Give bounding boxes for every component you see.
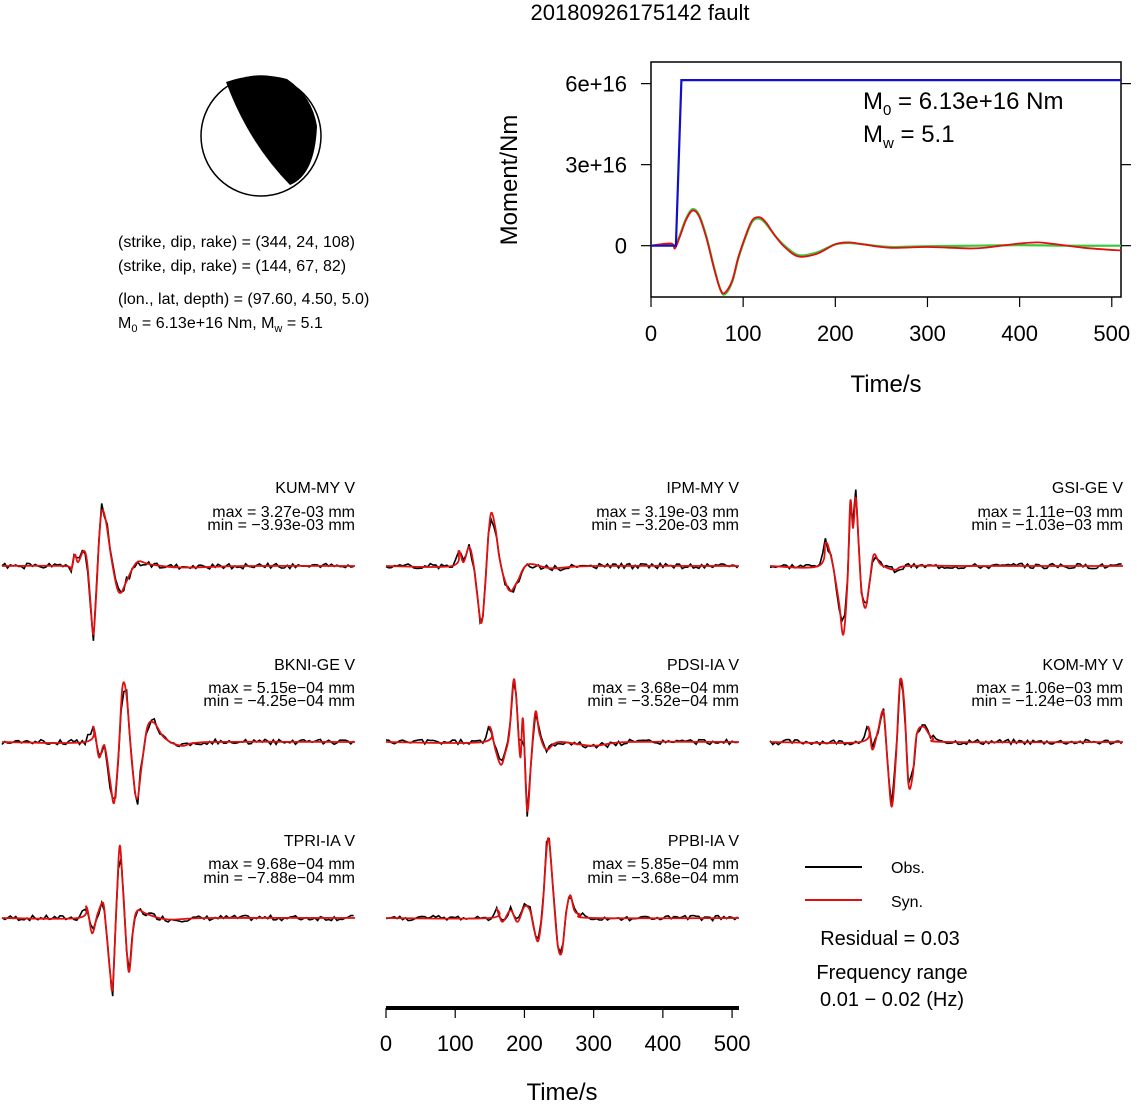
synthetic-waveform-line [385,837,740,956]
station-min-label: min = −3.68e−04 mm [587,870,739,887]
station-label: BKNI-GE V [274,657,355,674]
moment-xtick-label: 300 [909,321,946,346]
station-max-label: max = 3.68e−04 mm [592,680,739,697]
station-label: IPM-MY V [666,480,739,497]
observed-waveform-line [1,858,354,997]
moment-xtick-label: 400 [1001,321,1038,346]
station-label: PPBI-IA V [668,833,739,850]
station-max-label: max = 3.27e-03 mm [212,504,355,521]
time-axis-tick-label: 300 [575,1031,612,1056]
station-min-label: min = −3.93e-03 mm [207,517,355,534]
info-line-3: (lon., lat, depth) = (97.60, 4.50, 5.0) [118,291,369,308]
station-min-label: min = −1.24e−03 mm [971,693,1123,710]
station-min-label: min = −1.03e−03 mm [971,517,1123,534]
moment-curve-line [651,78,1121,247]
info-line-4: M0 = 6.13e+16 Nm, Mw = 5.1 [118,315,323,335]
beachball-icon [200,75,322,197]
moment-series [650,78,1122,296]
moment-xtick-label: 100 [725,321,762,346]
freq-range-title: Frequency range [816,962,967,984]
moment-xtick-label: 0 [645,321,657,346]
moment-ytick-label: 6e+16 [565,72,627,97]
moment-plot-frame [650,61,1122,298]
moment-mw-label: Mw = 5.1 [863,121,955,152]
moment-m0-label: M0 = 6.13e+16 Nm [863,88,1063,119]
synthetic-waveform-line [1,844,356,992]
moment-ytick-label: 3e+16 [565,153,627,178]
moment-axes: 0 100 200 300 400 500 0 3e+16 6e+16 [565,72,1131,346]
legend-syn-label: Syn. [891,894,923,911]
station-max-label: max = 5.15e−04 mm [208,680,355,697]
station-min-label: min = −4.25e−04 mm [203,693,355,710]
waveform-time-axis: 0 100 200 300 400 500 [380,1006,751,1056]
legend-obs-label: Obs. [891,860,925,877]
moment-rate-red-line [650,209,1122,295]
observed-waveform-line [385,516,739,626]
waveform-xlabel: Time/s [526,1079,597,1104]
freq-range-value: 0.01 − 0.02 (Hz) [820,989,964,1011]
moment-rate-green-line [650,207,1122,296]
moment-xtick-label: 200 [817,321,854,346]
source-info: (strike, dip, rake) = (344, 24, 108) (st… [118,234,369,335]
station-max-label: max = 9.68e−04 mm [208,856,355,873]
residual-label: Residual = 0.03 [820,928,960,950]
time-axis-tick-label: 100 [437,1031,474,1056]
moment-ytick-label: 0 [615,234,627,259]
station-min-label: min = −7.88e−04 mm [203,870,355,887]
moment-xlabel: Time/s [850,371,921,398]
time-axis-tick-label: 0 [380,1031,392,1056]
station-min-label: min = −3.20e-03 mm [591,517,739,534]
synthetic-waveform-line [385,678,740,812]
station-label: TPRI-IA V [284,833,355,850]
station-label: KOM-MY V [1042,657,1123,674]
moment-ylabel: Moment/Nm [496,115,523,246]
station-label: PDSI-IA V [667,657,739,674]
station-max-label: max = 1.11e−03 mm [977,504,1123,521]
moment-panel: 0 100 200 300 400 500 0 3e+16 6e+16 Time/s Momen… [496,61,1131,398]
synthetic-waveform-line [1,681,356,805]
synthetic-waveform-line [1,509,356,636]
time-axis-tick-label: 500 [714,1031,751,1056]
info-line-1: (strike, dip, rake) = (344, 24, 108) [118,234,355,251]
synthetic-waveform-line [769,677,1124,808]
figure-title: 20180926175142 fault [531,0,750,25]
station-max-label: max = 3.19e-03 mm [596,504,739,521]
station-label: GSI-GE V [1052,480,1123,497]
legend: Obs. Syn. Residual = 0.03 Frequency rang… [805,860,968,1011]
time-axis-tick-label: 400 [645,1031,682,1056]
station-min-label: min = −3.52e−04 mm [587,693,739,710]
station-max-label: max = 1.06e−03 mm [976,680,1123,697]
moment-xtick-label: 500 [1093,321,1130,346]
station-label: KUM-MY V [275,480,355,497]
station-max-label: max = 5.85e−04 mm [592,856,739,873]
info-line-2: (strike, dip, rake) = (144, 67, 82) [118,258,346,275]
synthetic-waveform-line [769,496,1123,636]
time-axis-tick-label: 200 [506,1031,543,1056]
synthetic-waveform-line [385,511,740,624]
